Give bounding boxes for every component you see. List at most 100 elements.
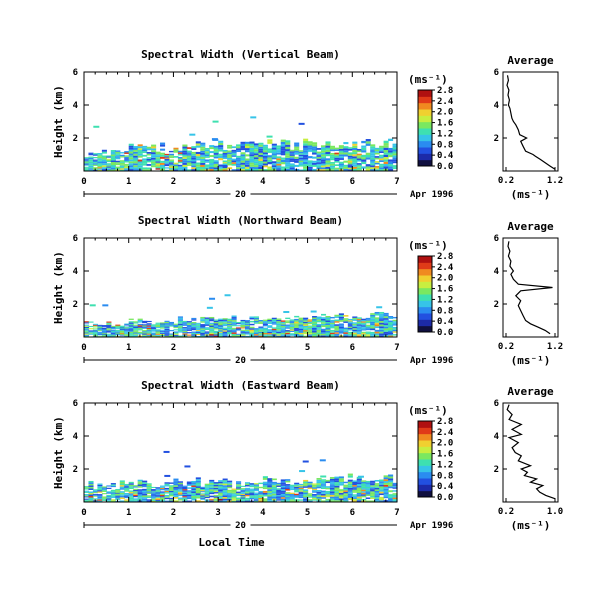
- heatmap-cell: [236, 335, 242, 337]
- heatmap-cell: [370, 495, 376, 498]
- heatmap-cell: [307, 333, 313, 335]
- heatmap-cell: [110, 150, 116, 152]
- heatmap-cell: [128, 147, 134, 150]
- heatmap-cell: [262, 327, 268, 329]
- heatmap-cell: [222, 166, 228, 168]
- heatmap-cell: [303, 489, 309, 491]
- heatmap-cell: [110, 168, 116, 170]
- colorbar-tick-label: 1.6: [437, 450, 453, 460]
- heatmap-cell: [267, 487, 273, 490]
- heatmap-cell: [218, 145, 224, 148]
- heatmap-cell: [227, 327, 233, 330]
- heatmap-cell: [258, 499, 264, 501]
- heatmap-cell: [356, 324, 362, 326]
- heatmap-cell: [343, 484, 349, 487]
- heatmap-cell: [160, 327, 166, 329]
- heatmap-cell: [218, 334, 224, 336]
- heatmap-cell: [356, 320, 362, 322]
- heatmap-cell: [334, 316, 340, 318]
- heatmap-cell: [209, 486, 215, 488]
- colorbar-band: [418, 478, 432, 485]
- heatmap-cell: [276, 488, 282, 490]
- heatmap-cell: [271, 481, 277, 484]
- heatmap-cell: [173, 149, 179, 152]
- heatmap-cell: [280, 487, 286, 490]
- heatmap-cell: [289, 498, 295, 500]
- heatmap-cell: [338, 492, 344, 495]
- heatmap-cell: [89, 304, 96, 307]
- heatmap-cell: [289, 158, 295, 161]
- heatmap-cell: [92, 325, 99, 327]
- heatmap-cell: [244, 499, 251, 501]
- x-tick-label: 7: [394, 177, 399, 187]
- heatmap-cell: [307, 143, 313, 146]
- heatmap-cell: [204, 166, 210, 168]
- heatmap-cell: [352, 329, 358, 332]
- heatmap-cell: [177, 494, 183, 497]
- heatmap-cell: [133, 159, 139, 162]
- colorbar-band: [418, 294, 432, 301]
- heatmap-cell: [110, 157, 116, 160]
- heatmap-cell: [200, 496, 206, 498]
- heatmap-cell: [352, 162, 358, 165]
- heatmap-cell: [338, 145, 344, 148]
- heatmap-cell: [244, 482, 251, 484]
- heatmap-cell: [361, 150, 367, 153]
- day-label: 20: [235, 356, 246, 366]
- heatmap-cell: [213, 165, 219, 168]
- heatmap-cell: [388, 147, 394, 151]
- heatmap-cell: [128, 163, 134, 166]
- heatmap-cell: [164, 321, 170, 324]
- heatmap-cell: [334, 476, 340, 479]
- heatmap-cell: [312, 494, 318, 496]
- heatmap-cell: [213, 490, 219, 493]
- heatmap-cell: [209, 151, 215, 154]
- heatmap-cell: [182, 330, 188, 333]
- heatmap-cell: [307, 160, 313, 163]
- heatmap-cell: [195, 491, 201, 494]
- heatmap-cell: [240, 148, 246, 151]
- heatmap-cell: [383, 490, 389, 493]
- heatmap-cell: [356, 331, 362, 333]
- heatmap-cell: [370, 151, 376, 154]
- heatmap-cell: [262, 478, 268, 480]
- heatmap-cell: [267, 321, 273, 323]
- heatmap-cell: [347, 159, 353, 161]
- heatmap-cell: [227, 495, 233, 498]
- heatmap-cell: [240, 326, 246, 328]
- heatmap-cell: [312, 326, 318, 329]
- heatmap-cell: [119, 156, 125, 158]
- heatmap-cell: [258, 500, 264, 502]
- heatmap-cell: [227, 330, 233, 332]
- colorbar-tick-label: 1.2: [437, 460, 453, 470]
- heatmap-cell: [365, 152, 371, 156]
- heatmap-cell: [267, 318, 273, 321]
- average-y-tick-label: 2: [494, 465, 499, 475]
- heatmap-cell: [343, 160, 349, 163]
- heatmap-cell: [365, 327, 371, 329]
- x-tick-label: 0: [81, 343, 86, 353]
- heatmap-cell: [253, 161, 259, 164]
- heatmap-cell: [240, 499, 246, 501]
- heatmap-cell: [240, 143, 246, 146]
- heatmap-cell: [365, 324, 371, 327]
- heatmap-cell: [244, 323, 251, 325]
- heatmap-cell: [231, 162, 237, 164]
- heatmap-cell: [294, 156, 300, 159]
- heatmap-cell: [356, 156, 362, 159]
- heatmap-cell: [392, 167, 398, 170]
- heatmap-cell: [115, 160, 121, 163]
- colorbar-band: [418, 275, 432, 282]
- colorbar-tick-label: 0.8: [437, 306, 453, 316]
- heatmap-cell: [294, 144, 300, 147]
- heatmap-cell: [361, 161, 367, 165]
- heatmap-cell: [106, 325, 112, 328]
- heatmap-cell: [101, 163, 107, 166]
- heatmap-cell: [271, 323, 277, 325]
- x-tick-label: 6: [350, 508, 355, 518]
- heatmap-cell: [191, 155, 197, 158]
- heatmap-cell: [227, 480, 233, 483]
- heatmap-cell: [200, 488, 206, 491]
- heatmap-cell: [155, 161, 161, 163]
- heatmap-cell: [271, 153, 277, 156]
